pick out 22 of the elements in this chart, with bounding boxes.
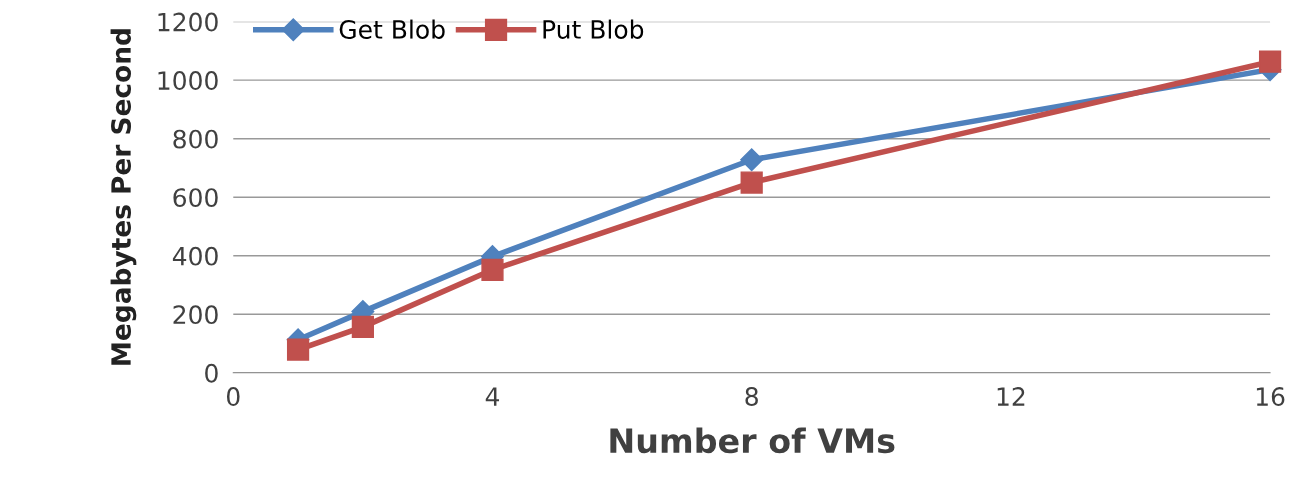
y-tick-label: 1000 (158, 71, 218, 91)
legend-label: Put Blob (543, 19, 644, 39)
point (740, 171, 763, 194)
y-tick-label: 800 (173, 129, 218, 149)
y-tick-label: 1200 (158, 12, 218, 32)
y-tick-label: 400 (172, 246, 218, 266)
point (286, 338, 310, 361)
y-tick-label: 0 (205, 363, 218, 383)
point (351, 315, 374, 338)
x-axis-title: Number of VMs (610, 427, 895, 454)
x-tick-label: 4 (485, 387, 500, 406)
x-tick-label: 16 (1256, 387, 1285, 407)
point (481, 258, 504, 281)
y-axis-title: Megabytes Per Second (110, 29, 137, 365)
y-tick-label: 600 (173, 188, 218, 208)
x-tick-label: 12 (997, 387, 1025, 406)
point (740, 148, 764, 172)
point (1258, 50, 1282, 73)
x-tick-label: 0 (226, 387, 240, 407)
y-tick-label: 200 (173, 305, 218, 325)
x-tick-label: 8 (745, 387, 758, 407)
legend-label: Get Blob (339, 19, 445, 39)
